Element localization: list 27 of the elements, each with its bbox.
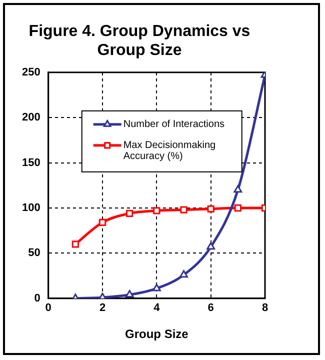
y-tick-label: 100 <box>22 202 40 214</box>
y-tick-label: 200 <box>22 112 40 124</box>
point <box>153 207 160 214</box>
legend-label: Number of Interactions <box>123 119 225 130</box>
legend-label: Max Decisionmaking Accuracy (%) <box>123 140 216 162</box>
y-tick-label: 150 <box>22 156 40 169</box>
point <box>234 185 242 193</box>
x-tick-label: 0 <box>45 302 52 314</box>
point <box>234 204 242 212</box>
x-tick-label: 6 <box>208 302 214 314</box>
x-tick-label: 4 <box>154 302 161 314</box>
point <box>180 206 188 214</box>
point <box>125 290 134 298</box>
point <box>152 284 161 292</box>
x-tick-label: 8 <box>262 302 268 314</box>
point <box>72 240 80 248</box>
y-tick-label: 0 <box>34 292 40 304</box>
point <box>126 210 134 218</box>
point <box>98 218 106 226</box>
point <box>207 205 214 212</box>
y-tick-label: 250 <box>22 66 40 78</box>
x-tick-label: 2 <box>99 302 106 314</box>
chart-title: Figure 4. Group Dynamics vs Group Size <box>28 23 250 60</box>
point <box>206 242 216 250</box>
x-axis-title: Group Size <box>125 327 189 342</box>
point <box>180 270 188 278</box>
y-tick-label: 50 <box>28 247 40 260</box>
